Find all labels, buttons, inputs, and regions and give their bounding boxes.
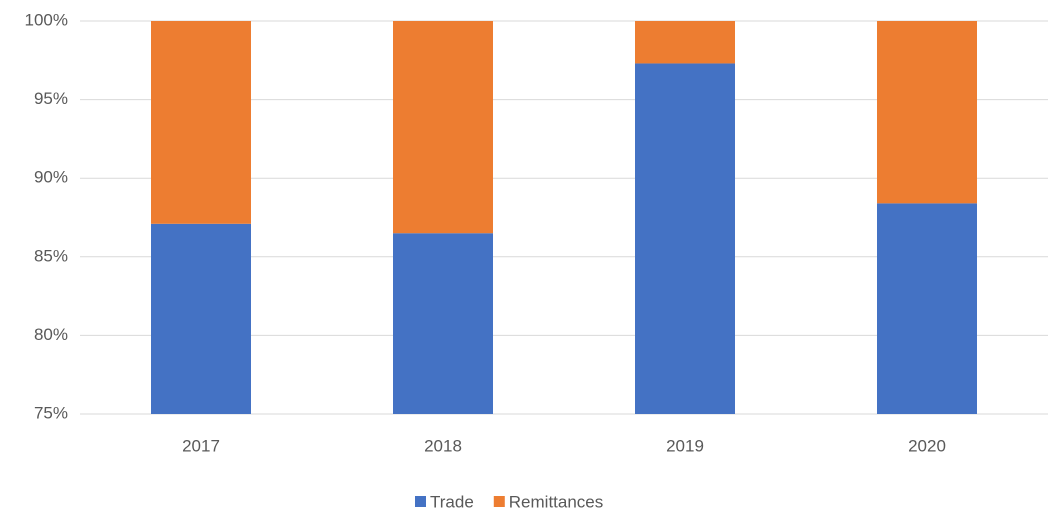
bar-segment [635,21,735,64]
legend-label: Trade [430,492,474,511]
x-tick-label: 2018 [424,436,462,455]
bar-segment [877,21,977,204]
bar-segment [151,21,251,224]
x-tick-label: 2019 [666,436,704,455]
y-tick-label: 75% [34,403,68,422]
y-tick-label: 90% [34,168,68,187]
y-tick-label: 100% [25,10,68,29]
y-tick-label: 85% [34,246,68,265]
y-tick-label: 80% [34,325,68,344]
legend-swatch [493,496,505,507]
bar-segment [393,233,493,414]
y-tick-label: 95% [34,89,68,108]
bars [151,21,977,414]
bar-segment [393,21,493,234]
legend-swatch [415,496,426,507]
x-tick-label: 2020 [908,436,946,455]
labels: 75% 80% 85% 90% 95% 100% 2017 2018 2019 2020 Trade… [25,10,946,511]
x-tick-label: 2017 [182,436,220,455]
bar-segment [877,203,977,414]
legend-label: Remittances [509,492,603,511]
bar-segment [635,63,735,414]
bar-segment [151,223,251,414]
